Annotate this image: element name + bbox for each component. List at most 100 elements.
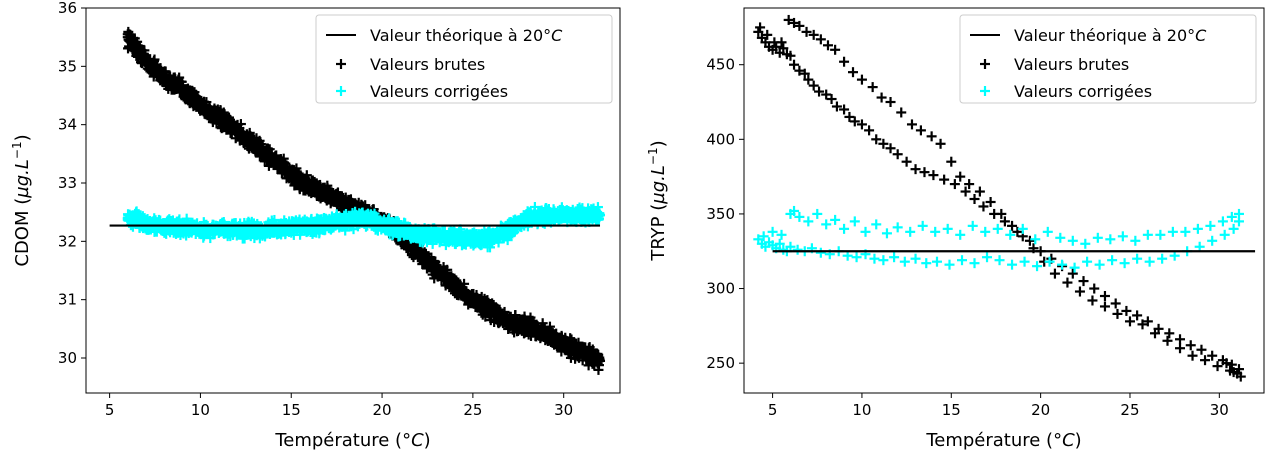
data-point [931,256,942,267]
data-point [980,226,991,237]
data-point [812,208,823,219]
data-point [939,174,950,185]
data-point [876,92,887,103]
data-point [860,226,871,237]
y-tick-label: 32 [58,232,77,250]
data-point [1155,229,1166,240]
data-point [1121,305,1132,316]
data-point [848,67,859,78]
data-point [901,156,912,167]
data-point [946,156,957,167]
data-point [1057,259,1068,270]
chart-cdom-x-ticks: 5 10 15 20 25 30 [105,393,573,419]
data-point [871,219,882,230]
y-tick-label: 34 [58,116,77,134]
chart-tryp-legend: Valeur théorique à 20°C Valeurs brutes V… [959,14,1257,104]
chart-cdom-x-axis-label: Température (°C) [274,430,430,451]
data-point [1099,291,1110,302]
chart-tryp-x-ticks: 5 10 15 20 25 30 [768,393,1229,419]
data-point [1042,226,1053,237]
data-point [889,252,900,263]
chart-tryp-legend-raw-label: Valeurs brutes [1014,55,1129,74]
data-point [1130,235,1141,246]
data-point [885,97,896,108]
data-point [808,80,819,91]
data-point [869,253,880,264]
data-point [921,258,932,269]
x-tick-label: 20 [373,401,392,419]
data-point [1074,286,1085,297]
data-point [1092,232,1103,243]
data-point [1164,328,1175,339]
data-point [1124,316,1135,327]
chart-cdom: 5 10 15 20 25 30 30 31 32 33 34 35 36 Température (… [10,0,621,451]
data-point [1132,253,1143,264]
data-point [1099,301,1110,312]
data-point [892,149,903,160]
data-point [767,226,778,237]
data-point [1119,258,1130,269]
data-point [955,171,966,182]
data-point [1078,276,1089,287]
data-point [915,125,926,136]
data-point [1117,231,1128,242]
data-point [794,211,805,222]
data-point [789,59,800,70]
chart-cdom-legend-raw-label: Valeurs brutes [370,55,485,74]
y-tick-label: 450 [706,56,735,74]
x-tick-label: 25 [463,401,482,419]
y-tick-label: 250 [706,354,735,372]
data-point [1019,256,1030,267]
data-point [910,253,921,264]
data-point [944,259,955,270]
data-point [1087,295,1098,306]
y-tick-label: 400 [706,130,735,148]
data-point [919,167,930,178]
data-point [1067,268,1078,279]
data-point [1144,256,1155,267]
data-point [930,226,941,237]
data-point [851,252,862,263]
data-point [957,255,968,266]
data-point [917,220,928,231]
data-point [1069,262,1080,273]
data-point [849,216,860,227]
data-point [159,73,170,83]
data-point [1049,268,1060,279]
chart-cdom-y-axis-label: CDOM (µg.L−1) [10,134,33,266]
data-point [1192,223,1203,234]
data-point [776,229,787,240]
data-point [140,55,151,66]
chart-tryp-legend-theoretical-label: Valeur théorique à 20°C [1014,26,1207,45]
data-point [1132,310,1143,321]
x-tick-label: 5 [105,401,115,419]
y-tick-label: 350 [706,205,735,223]
data-point [992,223,1003,234]
data-point [1162,335,1173,346]
data-point [1105,234,1116,245]
data-point [1187,350,1198,361]
data-point [1228,223,1239,234]
data-point [881,228,892,239]
data-point [878,255,889,266]
data-point [1110,298,1121,309]
data-point [122,32,133,43]
data-point [803,216,814,227]
y-tick-label: 31 [58,291,77,309]
data-point [926,131,937,142]
chart-tryp-y-ticks: 250 300 350 400 450 [706,56,744,372]
data-point [1062,277,1073,288]
x-tick-label: 15 [942,401,961,419]
y-tick-label: 36 [58,0,77,17]
data-point [830,214,841,225]
data-point [899,256,910,267]
data-point [974,186,985,197]
y-tick-label: 300 [706,280,735,298]
data-point [821,219,832,230]
data-point [982,252,993,263]
data-point [969,258,980,269]
chart-tryp-x-axis-label: Température (°C) [925,430,1081,451]
data-point [994,255,1005,266]
chart-cdom-y-ticks: 30 31 32 33 34 35 36 [58,0,86,367]
